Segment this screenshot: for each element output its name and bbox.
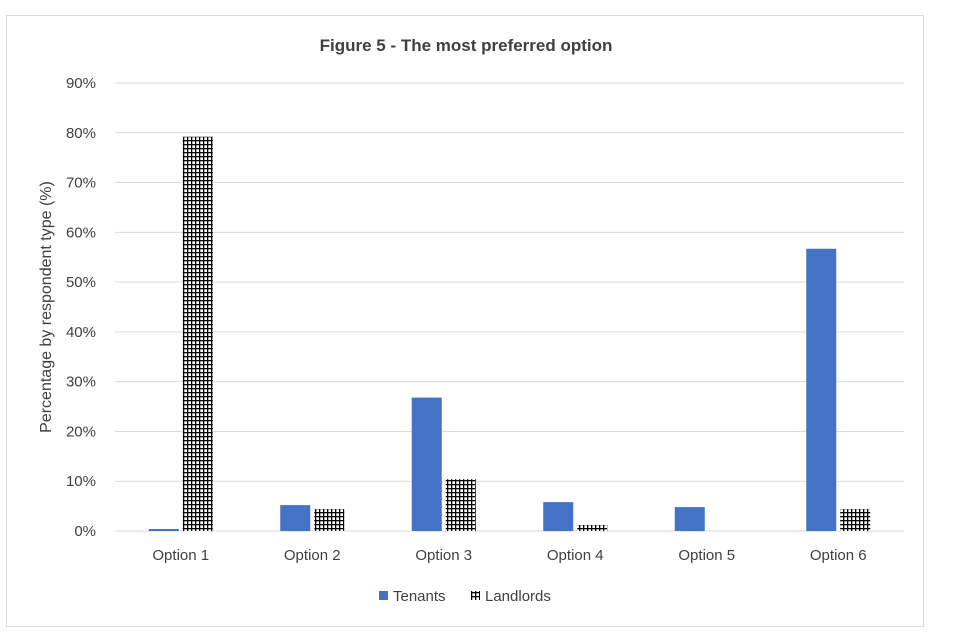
bar-tenants-option-6 [806, 248, 837, 531]
bar-tenants-option-2 [280, 505, 311, 531]
y-tick-label: 10% [66, 473, 96, 490]
x-tick-label: Option 2 [284, 547, 341, 564]
x-tick-label: Option 1 [152, 547, 209, 564]
legend-label-tenants: Tenants [393, 588, 446, 605]
legend-swatch-landlords [471, 591, 480, 600]
y-tick-label: 70% [66, 175, 96, 192]
legend-label-landlords: Landlords [485, 588, 551, 605]
bar-tenants-option-1 [148, 529, 179, 531]
x-tick-label: Option 3 [415, 547, 472, 564]
chart-title: Figure 5 - The most preferred option [320, 36, 613, 55]
y-tick-label: 20% [66, 423, 96, 440]
y-axis-ticks: 0% 10% 20% 30% 40% 50% 60% 70% 80% 90% [66, 75, 96, 540]
x-tick-label: Option 6 [810, 547, 867, 564]
x-tick-label: Option 4 [547, 547, 604, 564]
y-tick-label: 90% [66, 75, 96, 92]
chart-frame: Figure 5 - The most preferred option Per… [6, 15, 924, 627]
bar-landlords-option-4 [577, 525, 608, 531]
bar-tenants-option-3 [411, 397, 442, 531]
bars [148, 136, 871, 531]
y-tick-label: 60% [66, 224, 96, 241]
x-axis-ticks: Option 1 Option 2 Option 3 Option 4 Option 5… [152, 547, 866, 564]
y-tick-label: 50% [66, 274, 96, 291]
bar-landlords-option-3 [445, 479, 476, 531]
y-axis-title: Percentage by respondent type (%) [38, 181, 55, 433]
legend-swatch-tenants [379, 591, 388, 600]
bar-chart: Figure 5 - The most preferred option Per… [38, 36, 904, 605]
bar-tenants-option-5 [674, 507, 705, 531]
x-tick-label: Option 5 [678, 547, 735, 564]
bar-landlords-option-1 [182, 136, 213, 531]
gridlines [115, 82, 904, 532]
bar-landlords-option-6 [840, 509, 871, 531]
legend: Tenants Landlords [379, 588, 551, 605]
y-tick-label: 80% [66, 125, 96, 142]
y-tick-label: 0% [74, 523, 96, 540]
bar-landlords-option-2 [314, 509, 345, 531]
y-tick-label: 30% [66, 374, 96, 391]
y-tick-label: 40% [66, 324, 96, 341]
bar-tenants-option-4 [543, 502, 574, 531]
